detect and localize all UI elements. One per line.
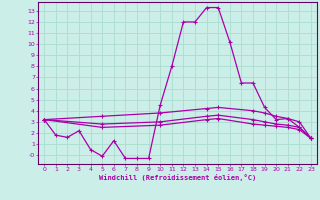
X-axis label: Windchill (Refroidissement éolien,°C): Windchill (Refroidissement éolien,°C) xyxy=(99,174,256,181)
